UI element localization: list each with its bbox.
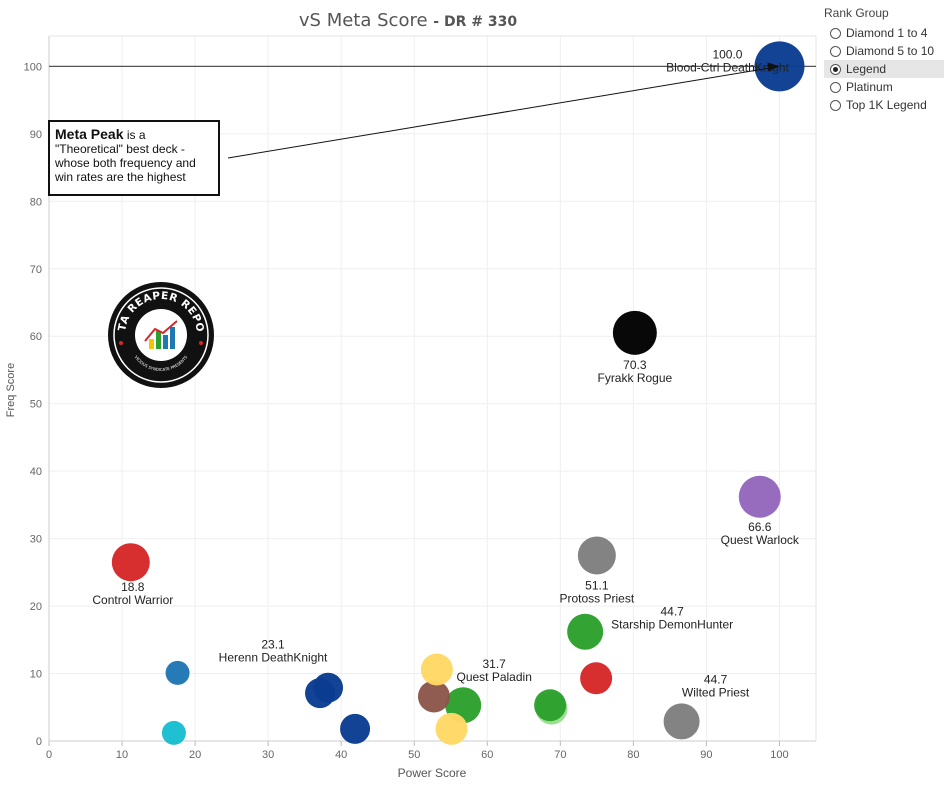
radio-icon[interactable] (830, 81, 841, 93)
x-tick-label: 20 (189, 749, 201, 761)
radio-icon[interactable] (830, 63, 841, 75)
data-point (663, 703, 700, 740)
y-tick-label: 60 (30, 331, 42, 343)
x-tick-label: 70 (554, 749, 566, 761)
rank-group-filter: Rank Group Diamond 1 to 4 Diamond 5 to 10… (824, 6, 944, 114)
point-name-label: Quest Warlock (721, 533, 800, 547)
rank-option-label: Diamond 1 to 4 (846, 26, 928, 40)
data-point (161, 720, 186, 745)
y-axis-label: Freq Score (5, 363, 17, 417)
radio-icon[interactable] (830, 27, 841, 39)
arrow-head (767, 62, 780, 72)
data-point (111, 543, 150, 582)
data-point (340, 713, 371, 744)
data-reaper-logo: DATA REAPER REPORT VICIOUS SYNDICATE PRE… (107, 281, 214, 388)
data-point (534, 689, 567, 722)
x-tick-label: 60 (481, 749, 493, 761)
x-tick-label: 50 (408, 749, 420, 761)
point-score-label: 18.8 (121, 580, 145, 594)
title-sub: - DR # 330 (433, 14, 518, 30)
x-tick-label: 100 (770, 749, 788, 761)
point-score-label: 44.7 (660, 605, 684, 619)
point-score-label: 31.7 (483, 657, 507, 671)
point-name-label: Control Warrior (92, 593, 173, 607)
point-score-label: 51.1 (585, 578, 609, 592)
data-point (738, 475, 781, 518)
point-name-label: Fyrakk Rogue (597, 371, 672, 385)
x-tick-label: 30 (262, 749, 274, 761)
rank-option[interactable]: Platinum (824, 78, 944, 96)
callout-bold: Meta Peak (55, 126, 124, 142)
callout-arrow (227, 62, 780, 159)
point-name-label: Starship DemonHunter (611, 618, 733, 632)
point-score-label: 23.1 (261, 638, 285, 652)
y-tick-label: 50 (30, 399, 42, 411)
point-name-label: Blood-Ctrl DeathKnight (666, 60, 789, 74)
y-tick-label: 10 (30, 669, 42, 681)
rank-option[interactable]: Diamond 5 to 10 (824, 42, 944, 60)
y-tick-label: 100 (24, 61, 42, 73)
data-point (305, 678, 336, 709)
callout-text: is a "Theoretical" best deck - whose bot… (55, 128, 196, 184)
rank-option[interactable]: Top 1K Legend (824, 96, 944, 114)
rank-option-label: Legend (846, 62, 887, 76)
chart-title: vS Meta Score - DR # 330 (0, 10, 816, 31)
point-score-label: 66.6 (748, 520, 772, 534)
point-name-label: Herenn DeathKnight (219, 651, 328, 665)
y-tick-label: 90 (30, 129, 42, 141)
point-name-label: Quest Paladin (456, 670, 531, 684)
point-name-label: Protoss Priest (560, 591, 635, 605)
data-point (577, 536, 616, 575)
x-tick-label: 80 (627, 749, 639, 761)
title-main: vS Meta Score (298, 10, 428, 31)
rank-option[interactable]: Diamond 1 to 4 (824, 24, 944, 42)
x-axis-label: Power Score (398, 766, 467, 780)
meta-peak-callout: Meta Peak is a "Theoretical" best deck -… (48, 120, 220, 196)
radio-icon[interactable] (830, 45, 841, 57)
x-tick-label: 40 (335, 749, 347, 761)
y-tick-label: 30 (30, 534, 42, 546)
point-score-label: 70.3 (623, 358, 647, 372)
x-tick-label: 10 (116, 749, 128, 761)
x-tick-label: 0 (46, 749, 52, 761)
point-score-label: 44.7 (704, 672, 728, 686)
arrow-line (227, 66, 774, 159)
data-point (420, 653, 453, 686)
legend-options: Diamond 1 to 4 Diamond 5 to 10 Legend Plati… (824, 24, 944, 114)
points (111, 41, 805, 745)
radio-icon[interactable] (830, 99, 841, 111)
rank-option-label: Platinum (846, 80, 893, 94)
rank-option-label: Diamond 5 to 10 (846, 44, 935, 58)
data-point (435, 712, 468, 745)
rank-option-label: Top 1K Legend (846, 98, 927, 112)
y-tick-label: 40 (30, 466, 42, 478)
data-point (612, 310, 657, 355)
y-tick-label: 80 (30, 196, 42, 208)
rank-option[interactable]: Legend (824, 60, 944, 78)
y-tick-label: 20 (30, 601, 42, 613)
x-tick-label: 90 (700, 749, 712, 761)
point-name-label: Wilted Priest (682, 685, 750, 699)
y-tick-label: 70 (30, 264, 42, 276)
data-point (567, 613, 604, 650)
data-point (165, 660, 190, 685)
point-score-label: 100.0 (712, 47, 742, 61)
y-tick-label: 0 (36, 736, 42, 748)
data-point (417, 680, 450, 713)
data-point (580, 662, 613, 695)
legend-title: Rank Group (824, 6, 889, 20)
axes: 0 10 20 30 40 50 60 70 80 90 100 0 10 20 30 40 50 60 70 80 9… (24, 35, 817, 761)
